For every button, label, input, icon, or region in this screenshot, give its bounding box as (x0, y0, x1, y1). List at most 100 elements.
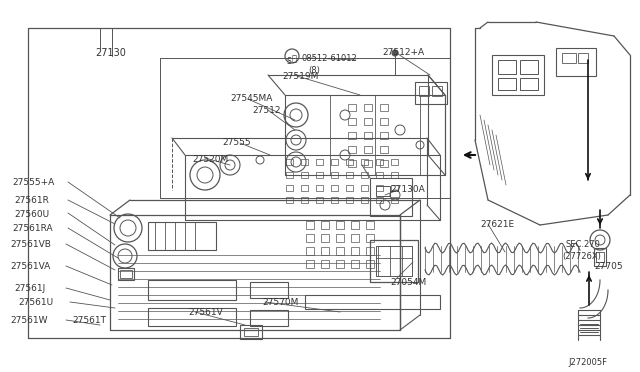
Bar (370, 240, 418, 282)
Text: 27561RA: 27561RA (12, 224, 52, 233)
Text: (8): (8) (308, 66, 320, 75)
Bar (336, 247, 344, 255)
Bar (380, 118, 388, 125)
Bar (351, 221, 359, 229)
Bar (250, 282, 288, 298)
Bar (364, 160, 372, 167)
Text: (27726X): (27726X) (562, 252, 601, 261)
Text: 27561VB: 27561VB (10, 240, 51, 249)
Bar (348, 118, 356, 125)
Bar (301, 197, 308, 203)
Bar (556, 48, 596, 76)
Text: 27561V: 27561V (188, 308, 223, 317)
Bar (286, 172, 293, 178)
Bar (331, 159, 338, 165)
Bar (376, 159, 383, 165)
Text: 27561VA: 27561VA (10, 262, 51, 271)
Bar (364, 118, 372, 125)
Text: Ⓢ: Ⓢ (292, 54, 297, 63)
Bar (391, 172, 398, 178)
Bar (286, 197, 293, 203)
Text: 27512+A: 27512+A (382, 48, 424, 57)
Text: 27705: 27705 (594, 262, 623, 271)
Bar (492, 55, 544, 95)
Bar (594, 248, 606, 266)
Bar (380, 160, 388, 167)
Bar (286, 185, 293, 191)
Bar (520, 78, 538, 90)
Bar (366, 247, 374, 255)
Bar (364, 104, 372, 111)
Bar (305, 295, 440, 309)
Bar (348, 132, 356, 139)
Text: 27561R: 27561R (14, 196, 49, 205)
Bar (240, 325, 262, 339)
Bar (366, 221, 374, 229)
Bar (306, 234, 314, 242)
Text: 27545MA: 27545MA (230, 94, 273, 103)
Bar (336, 221, 344, 229)
Bar (391, 185, 398, 191)
Bar (498, 60, 516, 74)
Bar (348, 160, 356, 167)
Bar (351, 234, 359, 242)
Bar (391, 197, 398, 203)
Bar (148, 308, 236, 326)
Bar (376, 172, 383, 178)
Text: 27555+A: 27555+A (12, 178, 54, 187)
Text: 27130A: 27130A (390, 185, 425, 194)
Bar (520, 60, 538, 74)
Bar (316, 159, 323, 165)
Text: 27561U: 27561U (18, 298, 53, 307)
Bar (346, 172, 353, 178)
Bar (301, 172, 308, 178)
Text: 27561J: 27561J (14, 284, 45, 293)
Bar (419, 86, 429, 96)
Text: 27520M: 27520M (192, 155, 228, 164)
Bar (432, 86, 442, 96)
Bar (346, 185, 353, 191)
Bar (380, 132, 388, 139)
Bar (301, 185, 308, 191)
Text: 27560U: 27560U (14, 210, 49, 219)
Bar (336, 260, 344, 268)
Bar (306, 260, 314, 268)
Bar (376, 246, 412, 276)
Bar (321, 260, 329, 268)
Bar (321, 234, 329, 242)
Bar (364, 132, 372, 139)
Text: 27054M: 27054M (390, 278, 426, 287)
Bar (380, 104, 388, 111)
Bar (306, 221, 314, 229)
Bar (348, 146, 356, 153)
Bar (562, 53, 576, 63)
Bar (498, 78, 516, 90)
Bar (301, 159, 308, 165)
Text: SEC.270: SEC.270 (566, 240, 601, 249)
Bar (148, 280, 236, 300)
Circle shape (392, 50, 398, 56)
Bar (250, 310, 288, 326)
Bar (361, 159, 368, 165)
Text: 27561W: 27561W (10, 316, 47, 325)
Bar (415, 82, 447, 104)
Bar (331, 172, 338, 178)
Bar (321, 221, 329, 229)
Bar (351, 247, 359, 255)
Bar (321, 247, 329, 255)
Bar (286, 159, 293, 165)
Text: 27130: 27130 (95, 48, 126, 58)
Bar (376, 185, 383, 191)
Bar (346, 197, 353, 203)
Bar (348, 104, 356, 111)
Bar (391, 159, 398, 165)
Bar (331, 185, 338, 191)
Bar (316, 185, 323, 191)
Bar (366, 260, 374, 268)
Bar (346, 159, 353, 165)
Bar (316, 197, 323, 203)
Bar (380, 146, 388, 153)
Bar (148, 222, 216, 250)
Text: J272005F: J272005F (568, 358, 607, 367)
Text: 27561T: 27561T (72, 316, 106, 325)
